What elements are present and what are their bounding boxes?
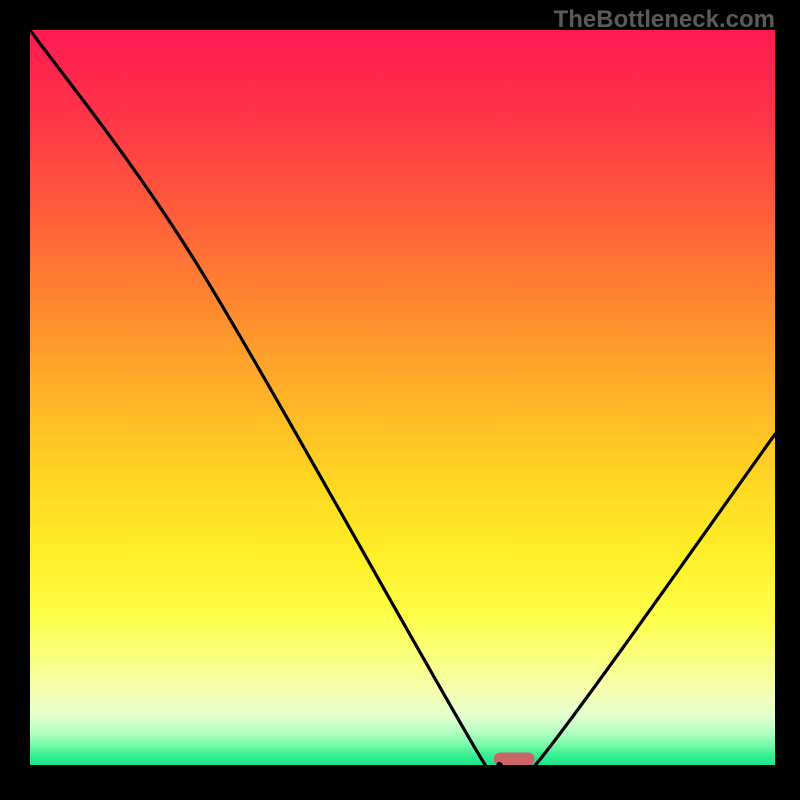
chart-svg xyxy=(0,0,800,800)
chart-stage: TheBottleneck.com xyxy=(0,0,800,800)
watermark-label: TheBottleneck.com xyxy=(554,6,775,34)
bottleneck-curve xyxy=(30,30,775,792)
optimum-marker xyxy=(494,753,535,766)
background xyxy=(0,0,800,800)
gradient-plot-area xyxy=(30,30,775,765)
